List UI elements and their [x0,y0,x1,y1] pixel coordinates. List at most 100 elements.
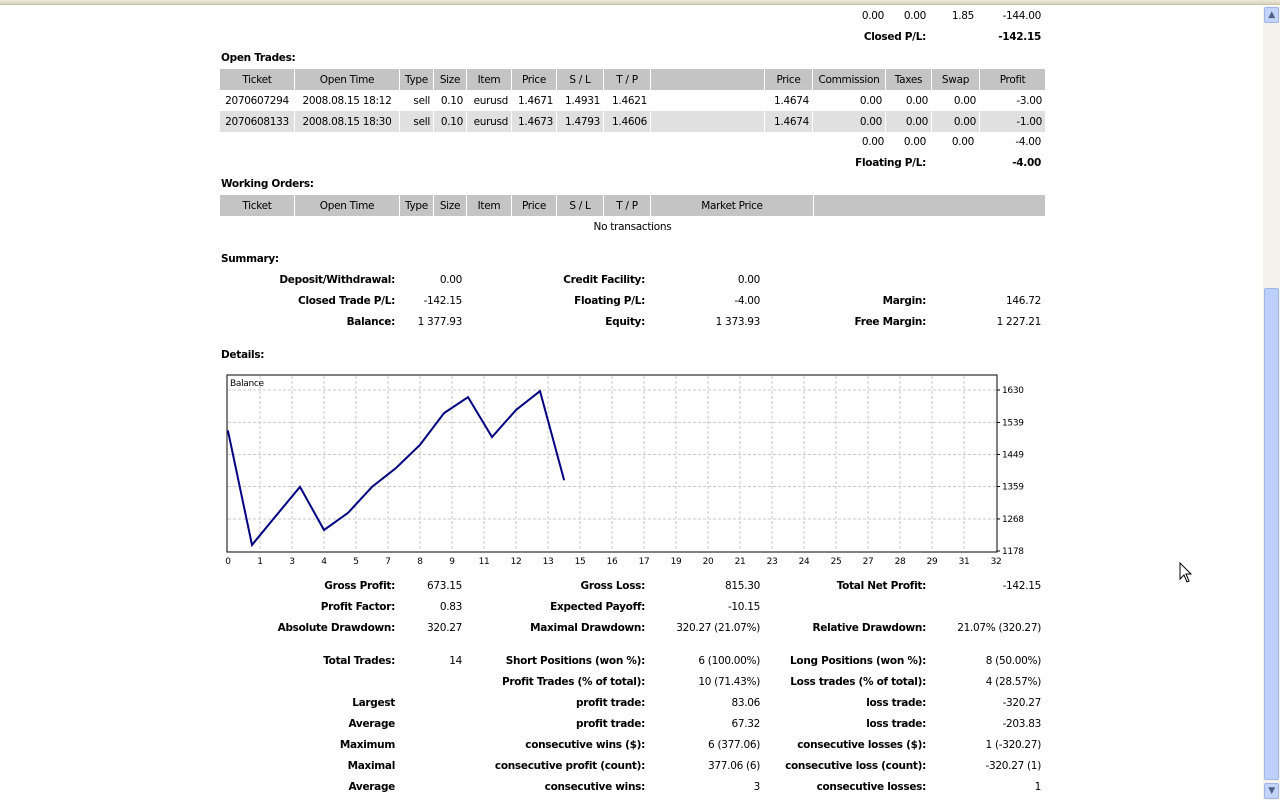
column-header[interactable]: Price [512,69,556,90]
scroll-thumb[interactable] [1264,288,1279,780]
x-tick-label: 4 [321,557,327,567]
stat-value: 0.00 [737,274,760,286]
column-header[interactable]: Type [400,195,433,216]
balance-point [227,430,229,432]
stat-value [395,693,462,714]
table-cell: 0.00 [859,94,882,107]
column-header[interactable]: T / P [604,69,650,90]
stat-value [395,714,462,735]
vertical-scrollbar[interactable]: ▲ ▼ [1263,6,1280,800]
table-cell: 0.00 [953,94,976,107]
column-header[interactable]: Swap [932,69,979,90]
x-tick-label: 16 [607,557,618,567]
balance-point [251,544,253,546]
stat-value: 3 [753,781,761,793]
stat-label: Long Positions (won %): [790,655,926,667]
balance-point [299,486,301,488]
working-orders-title: Working Orders: [221,178,314,190]
chevron-down-icon: ▼ [1268,786,1275,796]
stat-label: Balance: [346,316,396,328]
stat-value: -142.15 [423,295,463,307]
stat-value [926,597,1041,618]
table-cell: sell [400,111,433,132]
column-header[interactable]: S / L [557,69,603,90]
stat-value [395,735,462,756]
column-header[interactable]: T / P [604,195,650,216]
column-header[interactable]: Item [467,195,511,216]
stat-value: -203.83 [1002,718,1042,730]
x-tick-label: 19 [671,557,682,567]
closed-swap-total: 1.85 [951,10,974,22]
stat-value: 14 [449,655,462,667]
table-cell: eurusd [473,94,509,107]
stat-label: consecutive wins ($): [525,739,645,751]
details-title: Details: [221,349,265,361]
x-tick-label: 0 [225,557,231,567]
open-commission-total: 0.00 [861,136,884,148]
table-cell: 1.4674 [765,111,812,132]
window-top-edge [0,0,1280,5]
y-tick-label: 1539 [1002,418,1024,428]
stat-value: 8 (50.00%) [985,655,1042,667]
balance-point [275,514,277,517]
balance-point [491,436,493,438]
closed-taxes-total: 0.00 [903,10,926,22]
balance-point [515,409,517,411]
column-header[interactable]: Size [434,195,466,216]
stat-value [395,756,462,777]
column-header[interactable]: Open Time [295,195,399,216]
column-header[interactable]: Price [512,195,556,216]
table-cell: 0.00 [932,111,979,132]
column-header[interactable]: Ticket [220,69,294,90]
stat-label: Closed Trade P/L: [298,295,395,307]
details-grid-b: Total Trades: 14 Short Positions (won %): 6… [219,651,1041,798]
column-header[interactable]: Item [467,69,511,90]
column-header[interactable]: Price [765,69,812,90]
column-header[interactable]: Ticket [220,195,294,216]
table-cell: 1.4673 [512,111,556,132]
table-cell: 0.00 [905,94,928,107]
stat-value: -142.15 [1002,580,1042,592]
stat-value: 83.06 [731,697,760,709]
column-header[interactable]: Market Price [651,195,813,216]
stat-value: 320.27 [427,622,462,634]
column-header[interactable] [814,195,1045,216]
scroll-down-button[interactable]: ▼ [1264,783,1279,799]
stat-label [219,672,395,693]
column-header[interactable]: Size [434,69,466,90]
closed-pl-value: -142.15 [998,31,1041,43]
x-tick-label: 15 [575,557,586,567]
table-cell [651,111,764,132]
stat-label: loss trade: [866,718,926,730]
stat-value: 4 (28.57%) [985,676,1042,688]
table-cell: -1.00 [980,111,1045,132]
table-cell: 1.4671 [518,94,553,107]
stat-value: -320.27 (1) [985,760,1042,772]
stat-label: Expected Payoff: [550,601,645,613]
x-tick-label: 29 [927,557,938,567]
column-header[interactable]: Type [400,69,433,90]
stat-label: Margin: [882,295,927,307]
column-header[interactable]: Profit [980,69,1045,90]
column-header[interactable]: Open Time [295,69,399,90]
stat-value: 0.83 [439,601,462,613]
x-tick-label: 27 [863,557,874,567]
column-header[interactable]: Commission [813,69,885,90]
stat-label: Credit Facility: [563,274,645,286]
stat-label: Equity: [605,316,645,328]
stat-label: profit trade: [576,718,645,730]
y-tick-label: 1630 [1002,386,1024,396]
x-tick-label: 8 [417,557,423,567]
column-header[interactable]: S / L [557,195,603,216]
column-header[interactable] [651,69,764,90]
stat-label: Profit Trades (% of total): [502,676,645,688]
column-header[interactable]: Taxes [886,69,931,90]
scroll-up-button[interactable]: ▲ [1264,7,1279,23]
table-cell: 1.4621 [612,94,647,107]
stat-label: Short Positions (won %): [505,655,646,667]
x-tick-label: 9 [449,557,455,567]
stat-label: consecutive losses: [816,781,927,793]
summary-title: Summary: [221,253,279,265]
table-row: 2070607294 2008.08.15 18:12 sell 0.10 eurusd… [220,90,1045,111]
stat-label: consecutive profit (count): [494,760,645,772]
